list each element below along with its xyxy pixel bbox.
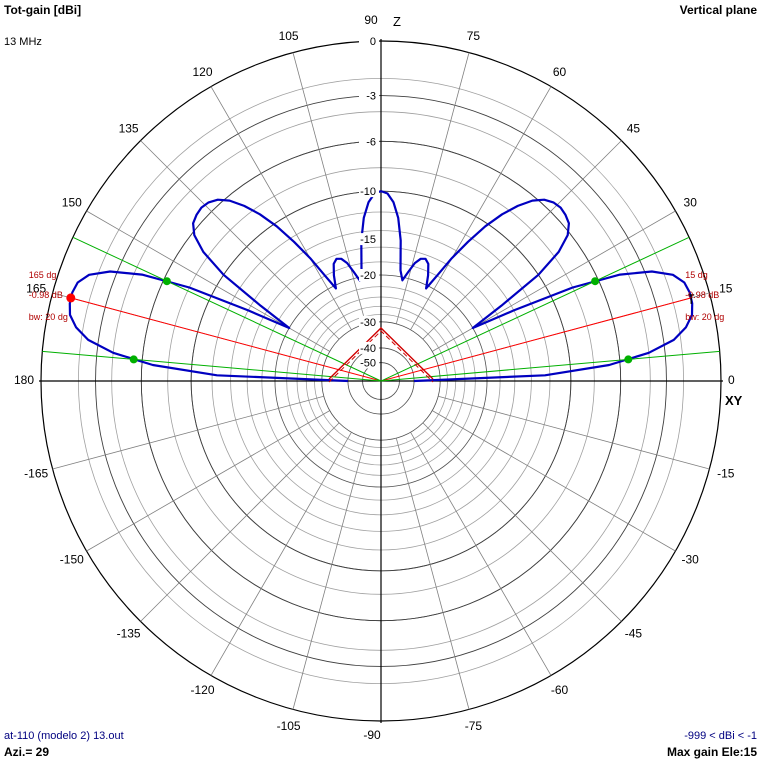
angle-tick-label: 165 bbox=[26, 282, 46, 296]
beamwidth-line bbox=[380, 236, 690, 382]
grid-spoke bbox=[210, 86, 352, 330]
angle-tick-label: 90 bbox=[364, 13, 378, 27]
gain-label-bg bbox=[359, 269, 379, 281]
grid-spoke bbox=[86, 210, 330, 352]
grid-spoke bbox=[52, 395, 324, 470]
gain-label-bg bbox=[359, 341, 379, 354]
angle-tick-label: -90 bbox=[363, 728, 381, 742]
grid-spoke bbox=[395, 52, 470, 324]
antenna-dashed bbox=[328, 330, 434, 383]
grid-spoke bbox=[422, 140, 622, 340]
grid-spoke bbox=[140, 422, 340, 622]
beamwidth-line bbox=[72, 236, 382, 382]
grid-spoke bbox=[86, 410, 330, 552]
gain-label-bg bbox=[359, 185, 379, 198]
grid-spoke bbox=[432, 210, 676, 352]
frequency-label: 13 MHz bbox=[4, 36, 42, 48]
azimuth-label: Azi.= 29 bbox=[4, 745, 50, 759]
angle-tick-label: 150 bbox=[62, 196, 82, 210]
pattern-left-half bbox=[68, 190, 382, 383]
grid-spoke bbox=[210, 432, 352, 676]
angle-tick-label: -75 bbox=[465, 719, 483, 733]
angle-tick-label: 120 bbox=[192, 65, 212, 79]
gain-label-bg bbox=[359, 89, 379, 102]
gain-label-bg bbox=[359, 356, 379, 369]
angle-tick-label: -45 bbox=[625, 626, 643, 640]
angle-tick-label: 75 bbox=[467, 29, 481, 43]
grid-spoke bbox=[140, 140, 340, 340]
pattern-right-half bbox=[380, 190, 694, 383]
chart-title: Tot-gain [dBi] bbox=[4, 3, 82, 17]
gain-tick-label: 0 bbox=[370, 36, 376, 48]
max-gain-label: Max gain Ele:15 bbox=[666, 745, 757, 759]
gain-tick-label: -10 bbox=[360, 186, 376, 198]
angle-tick-label: 180 bbox=[14, 373, 34, 387]
angle-tick-label: 30 bbox=[684, 196, 698, 210]
angle-tick-label: 15 bbox=[719, 282, 733, 296]
angle-tick-label: -120 bbox=[190, 683, 214, 697]
angle-tick-label: 105 bbox=[279, 29, 299, 43]
gain-label-bg bbox=[359, 315, 379, 328]
annotation-beamwidth: bw: 20 dg bbox=[29, 312, 68, 322]
gain-range-label: -999 < dBi < -1 bbox=[684, 730, 757, 742]
angle-tick-label: -150 bbox=[60, 553, 84, 567]
pattern-marks bbox=[42, 190, 720, 383]
gain-tick-label: -50 bbox=[360, 358, 376, 370]
angle-tick-label: -105 bbox=[277, 719, 301, 733]
gain-tick-label: -20 bbox=[360, 270, 376, 282]
gain-label-bg bbox=[359, 35, 379, 47]
beamwidth-dot bbox=[624, 355, 633, 364]
angle-tick-label: -135 bbox=[117, 626, 141, 640]
max-gain-dot bbox=[66, 293, 76, 303]
z-axis-label: Z bbox=[393, 14, 401, 29]
angle-tick-label: -165 bbox=[24, 466, 48, 480]
beamwidth-line bbox=[42, 350, 382, 382]
angle-tick-label: -30 bbox=[682, 553, 700, 567]
gain-tick-label: -30 bbox=[360, 317, 376, 329]
angle-tick-label: -60 bbox=[551, 683, 569, 697]
angle-tick-label: -15 bbox=[717, 466, 735, 480]
beamwidth-dot bbox=[591, 277, 600, 286]
grid-spoke bbox=[422, 422, 622, 622]
gain-tick-label: -15 bbox=[360, 234, 376, 246]
annotation-beamwidth: bw: 20 dg bbox=[685, 312, 724, 322]
angle-tick-label: 45 bbox=[627, 122, 641, 136]
gain-label-bg bbox=[359, 233, 379, 246]
grid-spoke bbox=[438, 395, 710, 470]
polar-grid bbox=[39, 39, 723, 723]
xy-axis-label: XY bbox=[725, 393, 743, 408]
gain-tick-label: -6 bbox=[366, 136, 376, 148]
angle-tick-label: 60 bbox=[553, 65, 567, 79]
grid-labels: 0153045607590105120135150165180-165-150-… bbox=[14, 13, 743, 742]
angle-tick-label: 0 bbox=[728, 373, 735, 387]
annotation-angle: 15 dg bbox=[685, 270, 708, 280]
annotation-angle: 165 dg bbox=[29, 270, 57, 280]
grid-spoke bbox=[410, 86, 552, 330]
max-gain-line bbox=[380, 297, 692, 382]
angle-tick-label: 135 bbox=[119, 122, 139, 136]
annotation-gain: -0.98 dB bbox=[685, 290, 719, 300]
grid-spoke bbox=[395, 438, 470, 710]
grid-spoke bbox=[410, 432, 552, 676]
beamwidth-line bbox=[380, 350, 720, 382]
beamwidth-dot bbox=[162, 277, 171, 286]
beamwidth-dot bbox=[129, 355, 138, 364]
gain-tick-label: -3 bbox=[366, 91, 376, 103]
plane-label: Vertical plane bbox=[679, 3, 757, 17]
grid-spoke bbox=[292, 438, 367, 710]
file-name: at-110 (modelo 2) 13.out bbox=[4, 730, 124, 742]
antenna-outline bbox=[328, 327, 434, 380]
grid-spoke bbox=[432, 410, 676, 552]
gain-label-bg bbox=[359, 135, 379, 148]
max-gain-line bbox=[70, 297, 382, 382]
gain-tick-label: -40 bbox=[360, 343, 376, 355]
grid-spoke bbox=[292, 52, 367, 324]
annotation-gain: -0.98 dB bbox=[29, 290, 63, 300]
